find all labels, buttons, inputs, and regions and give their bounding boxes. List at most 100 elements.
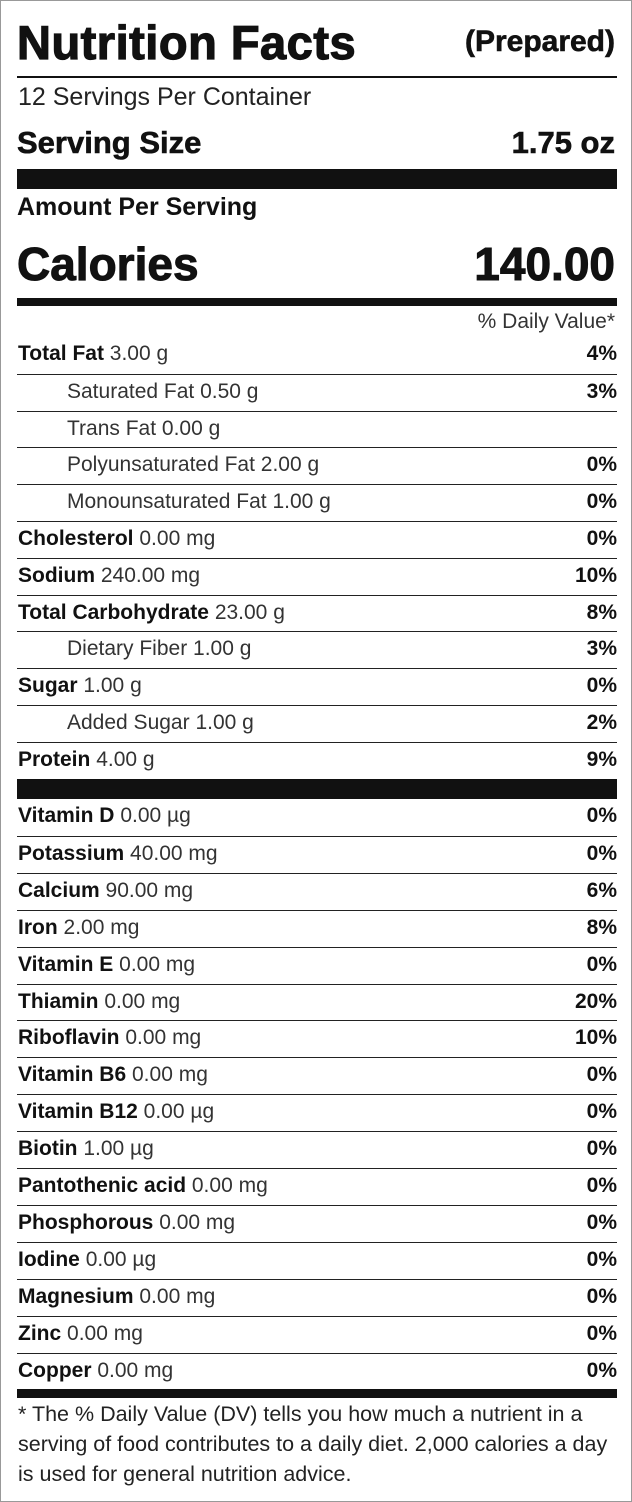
nutrient-row: Total Carbohydrate 23.00 g 8% — [17, 594, 617, 632]
nutrient-row: Saturated Fat 0.50 g 3% — [17, 373, 617, 411]
nutrient-row: Phosphorous 0.00 mg 0% — [17, 1204, 617, 1242]
daily-value-header: % Daily Value* — [477, 310, 615, 333]
nutrient-name: Dietary Fiber — [67, 637, 188, 661]
nutrient-amount: 1.00 g — [83, 674, 142, 698]
calories-label: Calories — [17, 238, 200, 291]
daily-value: 10% — [574, 563, 617, 587]
nutrient-name: Protein — [18, 747, 91, 771]
nutrient-amount: 0.00 mg — [67, 1321, 143, 1345]
nutrient-name: Saturated Fat — [67, 379, 195, 403]
daily-value: 0% — [586, 1321, 617, 1345]
serving-size-label: Serving Size — [17, 125, 202, 161]
nutrient-name: Pantothenic acid — [18, 1174, 187, 1197]
nutrient-row: Calcium 90.00 mg 6% — [17, 872, 617, 910]
daily-value: 0% — [586, 1284, 617, 1308]
nutrient-name: Vitamin E — [18, 952, 114, 976]
nutrient-name: Iodine — [18, 1247, 80, 1271]
nutrient-amount: 23.00 g — [214, 600, 285, 624]
nutrient-label: Sugar 1.00 g — [18, 674, 142, 698]
daily-value: 0% — [586, 490, 617, 514]
nutrient-label: Polyunsaturated Fat 2.00 g — [67, 453, 319, 477]
nutrient-amount: 240.00 mg — [100, 563, 201, 587]
daily-value: 0% — [586, 527, 617, 550]
daily-value: 4% — [586, 342, 617, 365]
nutrient-row: Pantothenic acid 0.00 mg 0% — [17, 1168, 617, 1205]
nutrient-amount: 1.00 g — [272, 490, 331, 514]
nutrient-row: Riboflavin 0.00 mg 10% — [17, 1020, 617, 1057]
nutrient-name: Vitamin B12 — [18, 1100, 138, 1124]
nutrient-name: Sugar — [18, 674, 78, 698]
nutrient-row: Trans Fat 0.00 g — [17, 410, 617, 448]
nutrient-label: Saturated Fat 0.50 g — [67, 380, 258, 404]
nutrient-amount: 2.00 mg — [63, 915, 140, 939]
nutrient-label: Riboflavin 0.00 mg — [18, 1026, 201, 1050]
nutrient-amount: 0.00 µg — [85, 1247, 157, 1271]
nutrient-label: Total Carbohydrate 23.00 g — [18, 601, 285, 625]
nutrient-row: Iron 2.00 mg 8% — [17, 909, 617, 947]
nutrient-name: Total Fat — [18, 342, 104, 365]
daily-value: 8% — [586, 600, 617, 624]
nutrient-label: Monounsaturated Fat 1.00 g — [67, 490, 331, 514]
nutrient-name: Vitamin D — [18, 804, 115, 827]
daily-value: 2% — [586, 711, 617, 734]
nutrient-row: Vitamin D 0.00 µg 0% — [17, 799, 617, 836]
daily-value: 8% — [586, 915, 617, 939]
nutrient-amount: 0.00 mg — [125, 1026, 202, 1050]
nutrient-row: Monounsaturated Fat 1.00 g 0% — [17, 484, 617, 521]
nutrient-label: Protein 4.00 g — [18, 748, 155, 772]
daily-value: 0% — [586, 804, 617, 827]
daily-value: 6% — [586, 878, 617, 902]
medium-bar — [17, 298, 617, 306]
thick-bar — [17, 779, 617, 799]
nutrient-label: Thiamin 0.00 mg — [18, 990, 180, 1014]
nutrient-label: Cholesterol 0.00 mg — [18, 527, 215, 551]
nutrient-amount: 0.00 µg — [143, 1100, 215, 1124]
nutrient-label: Pantothenic acid 0.00 mg — [18, 1174, 268, 1198]
nutrient-name: Phosphorous — [18, 1210, 154, 1234]
nutrient-amount: 0.00 mg — [104, 989, 181, 1013]
nutrient-label: Vitamin D 0.00 µg — [18, 804, 191, 828]
nutrient-name: Trans Fat — [67, 416, 157, 440]
nutrient-label: Phosphorous 0.00 mg — [18, 1211, 235, 1235]
daily-value: 0% — [586, 1174, 617, 1197]
nutrient-row: Vitamin B12 0.00 µg 0% — [17, 1094, 617, 1131]
nutrient-label: Iron 2.00 mg — [18, 916, 139, 940]
servings: 12 Servings Per Container — [18, 83, 312, 111]
nutrient-label: Calcium 90.00 mg — [18, 879, 193, 903]
nutrient-amount: 0.00 mg — [132, 1063, 208, 1087]
daily-value: 9% — [586, 747, 617, 771]
nutrient-amount: 1.00 g — [195, 711, 254, 734]
daily-value: 0% — [586, 841, 617, 865]
nutrient-amount: 0.50 g — [200, 379, 259, 403]
nutrient-amount: 2.00 g — [260, 453, 320, 477]
nutrient-row: Vitamin B6 0.00 mg 0% — [17, 1057, 617, 1094]
nutrient-name: Monounsaturated Fat — [67, 490, 267, 514]
nutrient-amount: 0.00 µg — [120, 804, 191, 827]
nutrient-name: Riboflavin — [18, 1026, 120, 1050]
nutrient-row: Polyunsaturated Fat 2.00 g 0% — [17, 447, 617, 484]
nutrient-label: Added Sugar 1.00 g — [67, 711, 254, 735]
nutrient-amount: 90.00 mg — [105, 878, 194, 902]
nutrient-label: Iodine 0.00 µg — [18, 1248, 156, 1272]
nutrient-label: Zinc 0.00 mg — [18, 1322, 143, 1346]
nutrient-name: Vitamin B6 — [18, 1063, 127, 1087]
nutrient-row: Added Sugar 1.00 g 2% — [17, 705, 617, 742]
serving-size: 1.75 oz — [511, 125, 615, 161]
nutrient-amount: 0.00 mg — [139, 1284, 216, 1308]
nutrient-amount: 1.00 g — [193, 637, 252, 661]
daily-value: 3% — [586, 379, 617, 403]
nutrient-name: Calcium — [18, 878, 100, 902]
subtitle: (Prepared) — [464, 25, 616, 59]
nutrient-amount: 1.00 µg — [83, 1137, 154, 1161]
medium-bar — [17, 1389, 617, 1398]
nutrient-label: Vitamin E 0.00 mg — [18, 953, 195, 977]
nutrient-row: Vitamin E 0.00 mg 0% — [17, 946, 617, 984]
nutrient-name: Added Sugar — [67, 711, 190, 734]
rule — [17, 76, 617, 78]
thick-bar — [17, 169, 617, 189]
nutrient-label: Trans Fat 0.00 g — [67, 417, 220, 441]
nutrient-amount: 0.00 mg — [119, 952, 196, 976]
daily-value: 0% — [586, 1358, 617, 1382]
nutrient-name: Iron — [18, 915, 58, 939]
